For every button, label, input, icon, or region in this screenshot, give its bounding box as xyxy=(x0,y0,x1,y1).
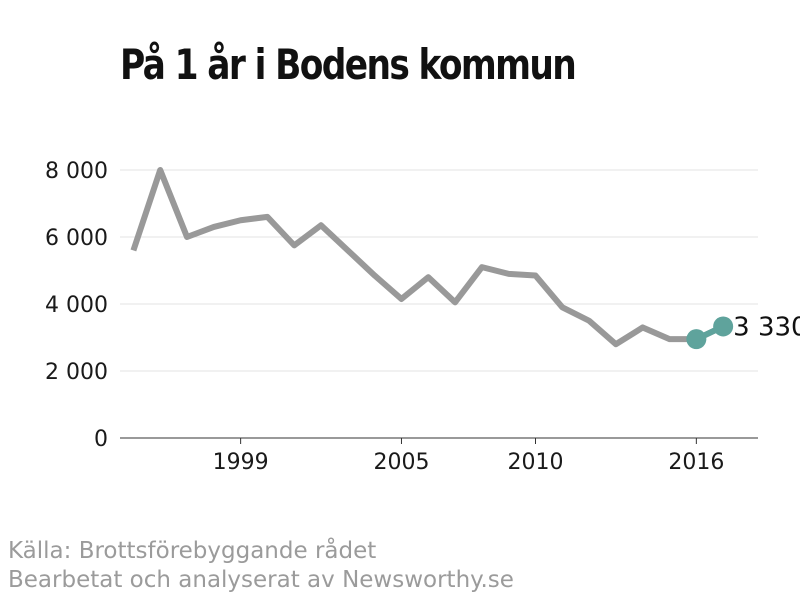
x-axis: 1999 2005 2010 2016 xyxy=(120,437,758,475)
gridlines xyxy=(120,169,758,372)
credit-note: Bearbetat och analyserat av Newsworthy.s… xyxy=(8,567,514,593)
y-tick-label: 0 xyxy=(94,427,108,452)
x-tick-label: 2005 xyxy=(373,450,429,475)
y-tick-label: 6 000 xyxy=(45,226,108,251)
x-tick-label: 2016 xyxy=(668,450,724,475)
y-tick-label: 2 000 xyxy=(45,360,108,385)
x-tick-label: 1999 xyxy=(213,450,269,475)
data-point xyxy=(686,329,707,350)
y-tick-label: 8 000 xyxy=(45,159,108,184)
x-tick-label: 2010 xyxy=(508,450,564,475)
series-line xyxy=(130,167,725,348)
series-layer xyxy=(130,167,725,348)
y-tick-label: 4 000 xyxy=(45,293,108,318)
highlight-layer: 3 330 xyxy=(686,312,800,350)
footer: Källa: Brottsförebyggande rådet Bearbeta… xyxy=(8,537,514,595)
y-axis-ticks: 0 2 000 4 000 6 000 8 000 xyxy=(45,159,108,452)
data-point xyxy=(713,316,734,337)
end-value-label: 3 330 xyxy=(733,312,800,342)
chart-title: På 1 år i Bodens kommun xyxy=(120,40,577,89)
source-note: Källa: Brottsförebyggande rådet xyxy=(8,538,377,564)
